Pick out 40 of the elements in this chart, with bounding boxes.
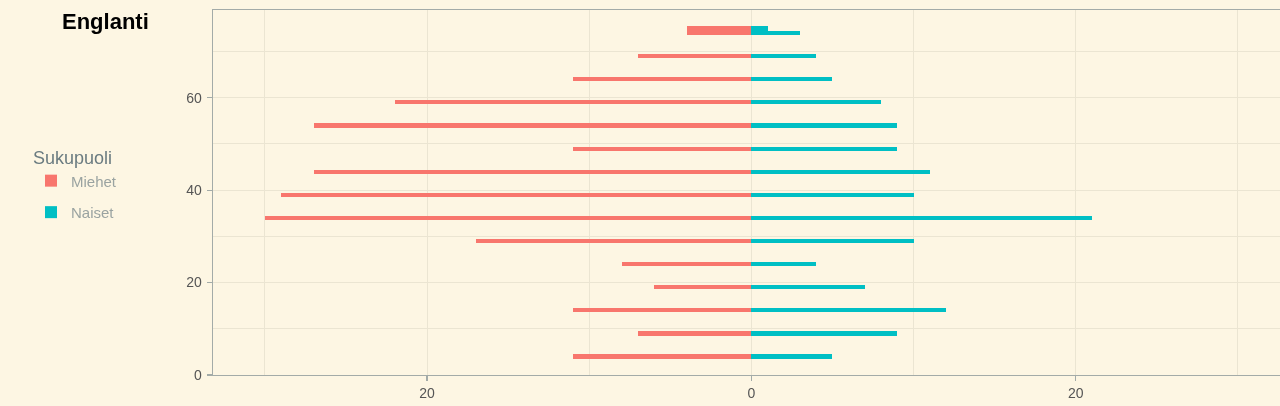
bar [751,100,882,105]
bar [751,123,898,128]
bar [751,331,898,336]
bar [281,192,752,197]
x-tick-label: 0 [747,385,756,402]
bar [621,262,752,267]
bar [751,146,898,151]
bar [313,123,752,128]
y-tick-label: 60 [186,89,203,106]
x-tick-label: 20 [1067,385,1084,402]
bar [313,169,752,174]
bar [751,262,817,267]
x-tick-label: 20 [419,385,436,402]
bar [751,77,833,82]
bar [751,238,914,244]
chart-title: Englanti [62,8,149,34]
y-tick-label: 0 [194,366,203,383]
bar [654,285,752,290]
legend-label: Naiset [71,204,115,221]
bar [751,354,833,359]
bar [637,331,752,336]
bar [686,26,752,31]
bar [394,100,752,105]
bar [751,308,946,313]
bar [572,146,752,151]
bar [751,54,817,59]
legend-title: Sukupuoli [33,148,113,169]
y-tick-label: 20 [186,274,203,291]
bar [751,215,1092,220]
bar [264,215,752,220]
bar [637,54,752,59]
bar [572,308,752,313]
bar [572,77,752,82]
bar [751,285,865,290]
bar [572,354,752,359]
y-tick-label: 40 [186,182,203,199]
legend-label: Miehet [71,172,117,190]
bar [751,192,914,197]
bar [751,169,930,174]
bar [475,238,752,244]
